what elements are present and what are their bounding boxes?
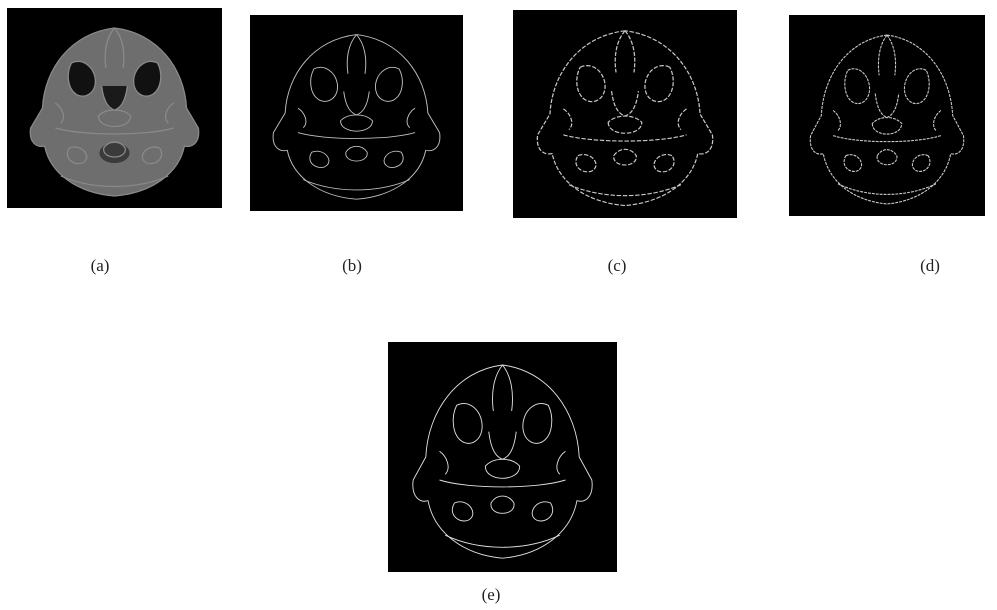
edge-image [513, 10, 737, 218]
panel-label: (e) [482, 585, 501, 605]
image-panel [388, 342, 617, 572]
image-panel [789, 15, 985, 216]
panel-label: (a) [91, 256, 110, 276]
edge-image [789, 15, 985, 216]
edge-image [388, 342, 617, 572]
figure: (a) (b) (c) (d) (e) [0, 0, 997, 610]
image-panel [513, 10, 737, 218]
edge-image [250, 15, 463, 211]
image-panel [250, 15, 463, 211]
mri-image [7, 8, 222, 208]
panel-label: (d) [920, 256, 940, 276]
panel-label: (b) [342, 256, 362, 276]
panel-label: (c) [608, 256, 627, 276]
image-panel [7, 8, 222, 208]
